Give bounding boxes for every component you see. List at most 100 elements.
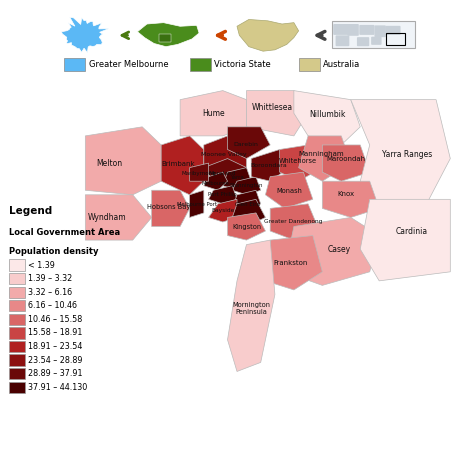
Text: Casey: Casey: [328, 245, 350, 254]
FancyBboxPatch shape: [385, 26, 401, 35]
Text: Whittlesea: Whittlesea: [252, 103, 293, 112]
FancyBboxPatch shape: [357, 37, 369, 46]
Polygon shape: [190, 163, 209, 181]
Polygon shape: [246, 91, 308, 136]
Polygon shape: [351, 100, 450, 204]
Polygon shape: [228, 127, 270, 159]
Text: Melton: Melton: [96, 159, 122, 168]
Text: 23.54 – 28.89: 23.54 – 28.89: [28, 356, 83, 365]
FancyBboxPatch shape: [299, 58, 320, 71]
Text: Brimbank: Brimbank: [161, 161, 194, 167]
Text: 3.32 – 6.16: 3.32 – 6.16: [28, 288, 73, 297]
FancyBboxPatch shape: [347, 24, 359, 36]
Polygon shape: [228, 213, 265, 240]
Text: Stonnington: Stonnington: [230, 183, 263, 188]
Text: Glen Eira: Glen Eira: [235, 202, 260, 207]
Text: Yarra Ranges: Yarra Ranges: [382, 149, 432, 159]
Polygon shape: [137, 23, 199, 47]
Polygon shape: [62, 17, 109, 53]
FancyBboxPatch shape: [359, 25, 374, 35]
Text: Population density: Population density: [9, 247, 99, 256]
Polygon shape: [228, 240, 275, 371]
Polygon shape: [270, 204, 318, 240]
Text: Australia: Australia: [323, 60, 361, 69]
FancyBboxPatch shape: [9, 327, 25, 339]
Text: Legend: Legend: [9, 206, 53, 216]
Text: 1.39 – 3.32: 1.39 – 3.32: [28, 274, 73, 283]
Text: 6.16 – 10.46: 6.16 – 10.46: [28, 301, 77, 310]
Polygon shape: [209, 199, 237, 222]
Text: Melbourne: Melbourne: [202, 181, 229, 186]
Text: Yarra: Yarra: [230, 175, 244, 180]
Polygon shape: [237, 19, 299, 51]
Polygon shape: [209, 186, 237, 204]
Text: Greater Dandenong: Greater Dandenong: [264, 218, 322, 224]
Text: Greater Melbourne: Greater Melbourne: [89, 60, 168, 69]
Polygon shape: [251, 149, 289, 181]
Polygon shape: [294, 91, 360, 145]
Text: Hobsons Bay: Hobsons Bay: [146, 204, 190, 211]
FancyBboxPatch shape: [9, 381, 25, 393]
Text: 18.91 – 23.54: 18.91 – 23.54: [28, 342, 83, 351]
FancyBboxPatch shape: [9, 313, 25, 325]
FancyBboxPatch shape: [9, 368, 25, 379]
Text: 15.58 – 18.91: 15.58 – 18.91: [28, 328, 83, 337]
Text: Nillumbik: Nillumbik: [309, 110, 345, 119]
Text: Knox: Knox: [337, 191, 355, 197]
Text: Wyndham: Wyndham: [87, 213, 126, 222]
Text: Darebin: Darebin: [233, 141, 258, 147]
FancyBboxPatch shape: [9, 341, 25, 352]
Polygon shape: [265, 172, 313, 208]
Polygon shape: [85, 195, 152, 240]
FancyBboxPatch shape: [336, 35, 349, 46]
Text: Moonee Valley: Moonee Valley: [201, 151, 247, 157]
Text: 37.91 – 44.130: 37.91 – 44.130: [28, 383, 88, 392]
Text: Boroondara: Boroondara: [251, 163, 288, 168]
Polygon shape: [161, 136, 204, 195]
Polygon shape: [280, 145, 322, 181]
Text: Local Government Area: Local Government Area: [9, 228, 120, 237]
Text: Cardinia: Cardinia: [395, 226, 428, 236]
Text: Bayside: Bayside: [211, 208, 235, 213]
FancyBboxPatch shape: [333, 24, 349, 35]
Polygon shape: [232, 190, 261, 213]
Text: Victoria State: Victoria State: [214, 60, 271, 69]
Polygon shape: [180, 91, 246, 136]
Polygon shape: [223, 168, 251, 190]
Polygon shape: [232, 177, 261, 195]
Polygon shape: [360, 199, 450, 281]
Text: Frankston: Frankston: [274, 260, 308, 266]
Polygon shape: [284, 217, 379, 285]
FancyBboxPatch shape: [9, 259, 25, 270]
Polygon shape: [204, 159, 246, 181]
Text: Monash: Monash: [276, 188, 302, 194]
Polygon shape: [299, 136, 351, 181]
FancyBboxPatch shape: [9, 273, 25, 284]
Text: Port Phillip: Port Phillip: [209, 192, 237, 198]
FancyBboxPatch shape: [371, 37, 382, 45]
Text: 10.46 – 15.58: 10.46 – 15.58: [28, 315, 82, 324]
FancyBboxPatch shape: [190, 58, 211, 71]
Text: Hume: Hume: [202, 109, 225, 118]
Polygon shape: [322, 145, 370, 181]
Polygon shape: [190, 190, 204, 217]
Polygon shape: [204, 172, 228, 190]
Text: Melbourne Port: Melbourne Port: [177, 202, 217, 207]
Polygon shape: [152, 190, 190, 226]
Text: Maroondah: Maroondah: [327, 156, 365, 163]
Text: Moreland: Moreland: [208, 170, 236, 176]
Text: Maribyrnong: Maribyrnong: [182, 170, 217, 176]
FancyBboxPatch shape: [64, 58, 85, 71]
FancyBboxPatch shape: [9, 286, 25, 298]
FancyBboxPatch shape: [9, 354, 25, 366]
Polygon shape: [204, 136, 246, 172]
FancyBboxPatch shape: [159, 34, 171, 42]
FancyBboxPatch shape: [332, 21, 415, 48]
Text: < 1.39: < 1.39: [28, 260, 55, 270]
Text: Kingston: Kingston: [232, 224, 261, 231]
FancyBboxPatch shape: [374, 25, 386, 37]
Text: Manningham: Manningham: [299, 151, 344, 157]
Polygon shape: [265, 236, 322, 290]
Polygon shape: [85, 127, 161, 195]
FancyBboxPatch shape: [9, 300, 25, 312]
